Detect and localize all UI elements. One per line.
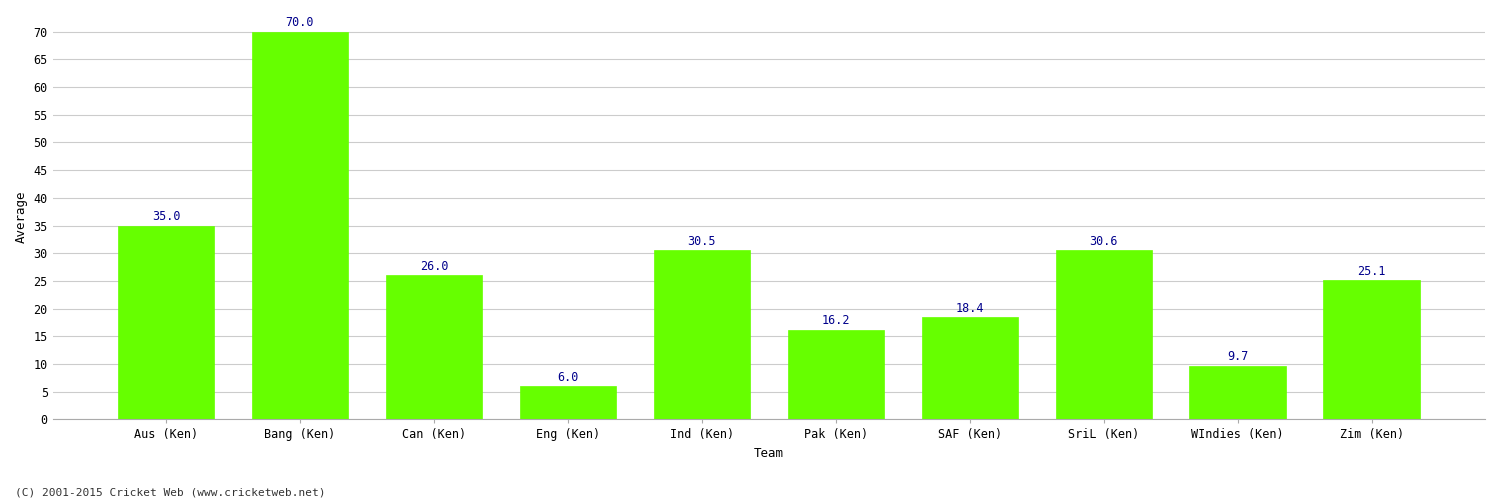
Bar xyxy=(1190,366,1286,420)
Bar xyxy=(921,318,1019,420)
Text: 25.1: 25.1 xyxy=(1358,265,1386,278)
Text: (C) 2001-2015 Cricket Web (www.cricketweb.net): (C) 2001-2015 Cricket Web (www.cricketwe… xyxy=(15,488,326,498)
Bar xyxy=(252,32,348,420)
Bar xyxy=(1056,250,1152,420)
Text: 16.2: 16.2 xyxy=(822,314,850,328)
Bar xyxy=(519,386,616,420)
Bar xyxy=(118,226,214,420)
Bar xyxy=(386,276,482,420)
Text: 6.0: 6.0 xyxy=(556,371,579,384)
Y-axis label: Average: Average xyxy=(15,191,28,244)
X-axis label: Team: Team xyxy=(754,447,784,460)
Text: 30.6: 30.6 xyxy=(1089,234,1118,248)
Text: 35.0: 35.0 xyxy=(152,210,180,224)
Text: 9.7: 9.7 xyxy=(1227,350,1248,364)
Text: 26.0: 26.0 xyxy=(420,260,448,273)
Bar xyxy=(654,250,750,420)
Text: 30.5: 30.5 xyxy=(687,235,716,248)
Text: 70.0: 70.0 xyxy=(285,16,314,30)
Bar xyxy=(1323,280,1420,419)
Text: 18.4: 18.4 xyxy=(956,302,984,316)
Bar xyxy=(788,330,883,420)
